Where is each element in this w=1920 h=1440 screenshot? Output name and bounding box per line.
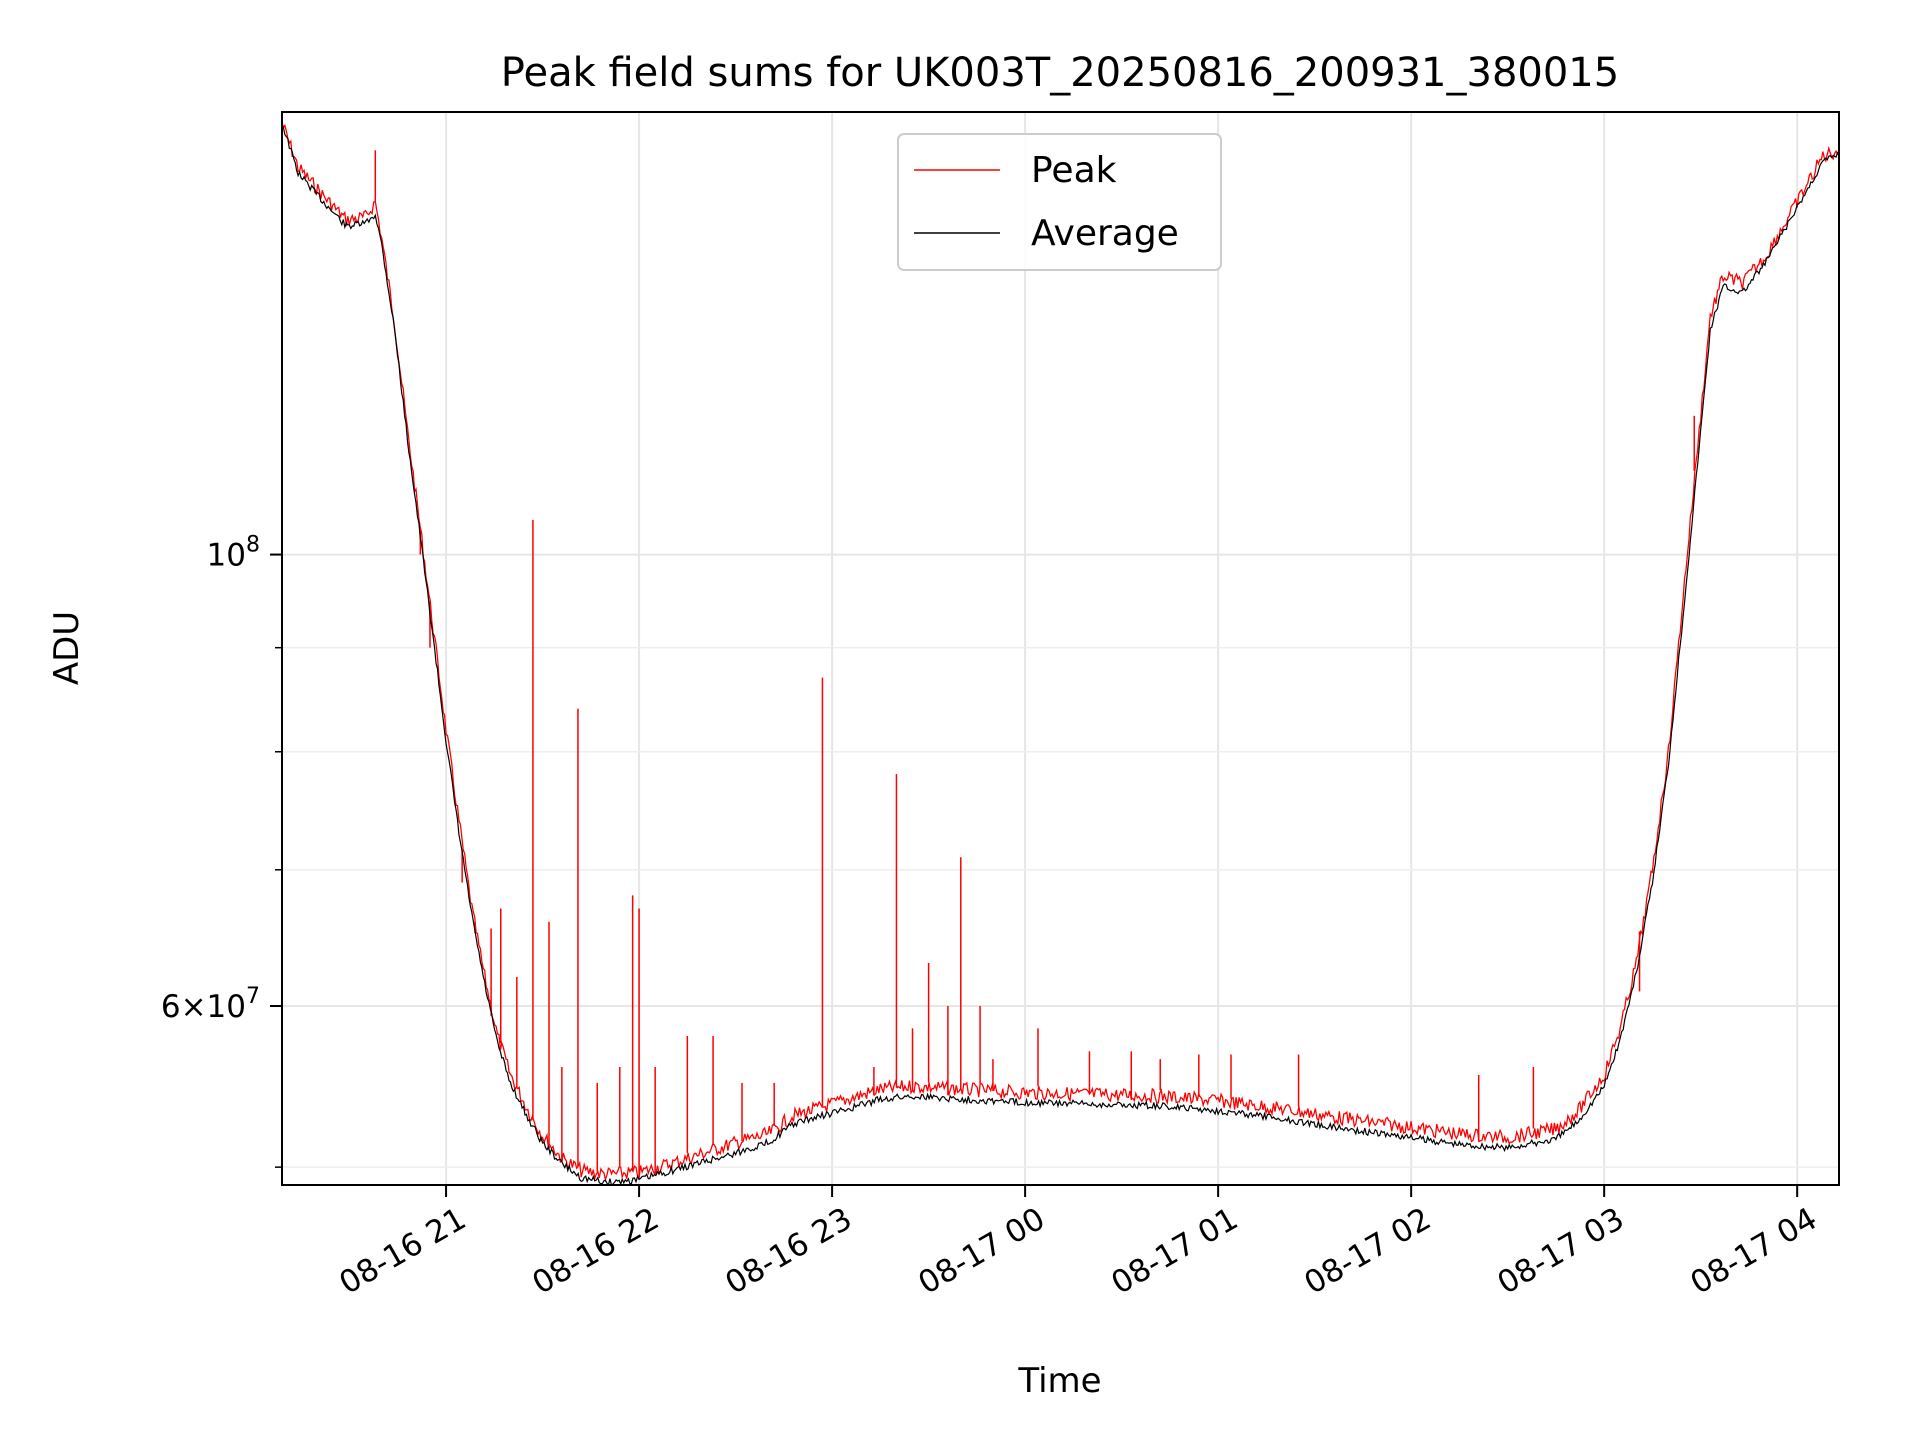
legend: Peak Average (897, 133, 1222, 271)
series-layer (282, 122, 1839, 1185)
x-axis-label: Time (1017, 1361, 1101, 1401)
plot-area (282, 122, 1839, 1185)
chart-title: Peak field sums for UK003T_20250816_2009… (501, 50, 1619, 96)
y-axis: 108 6×107 (161, 533, 282, 1168)
y-tick-label: 108 (207, 533, 260, 574)
average-line (282, 124, 1839, 1185)
y-tick-label: 6×107 (161, 984, 260, 1025)
plot-frame (281, 111, 1840, 1186)
legend-average-label: Average (1031, 213, 1179, 254)
legend-box (897, 133, 1222, 271)
peak-series (282, 122, 1839, 1183)
y-axis-label: ADU (47, 611, 87, 685)
average-series (282, 124, 1839, 1185)
legend-peak-label: Peak (1031, 150, 1117, 191)
grid-lines (282, 112, 1839, 1185)
